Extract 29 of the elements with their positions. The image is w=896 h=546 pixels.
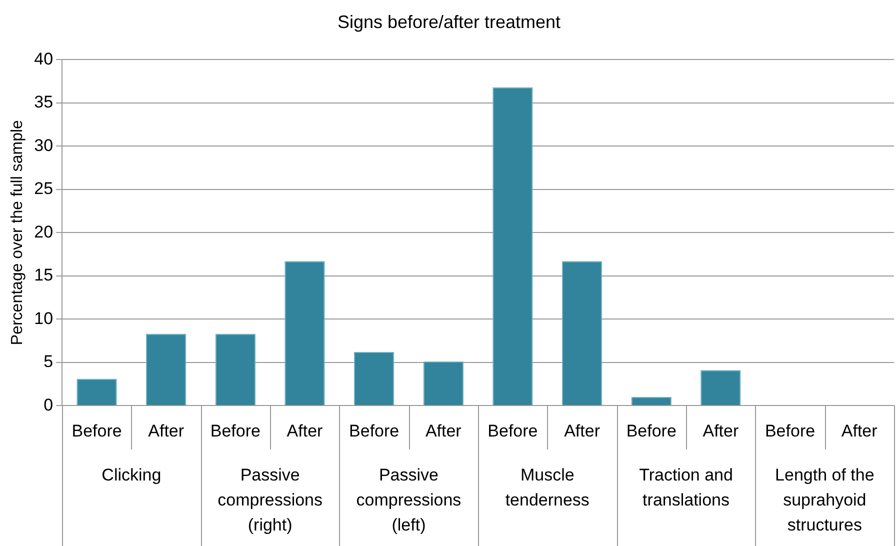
- x-tick-label: Before: [349, 421, 400, 440]
- y-tick-label: 5: [44, 352, 54, 372]
- y-tick-label: 25: [34, 179, 54, 198]
- y-tick-label: 30: [34, 136, 54, 155]
- text: Clicking: [102, 465, 162, 484]
- y-tick-label: 20: [34, 222, 54, 242]
- x-tick-label: After: [425, 421, 462, 440]
- x-tick-label: After: [148, 421, 184, 440]
- x-tick-label: Before: [764, 421, 816, 440]
- text: Passive compressions (right): [218, 465, 323, 534]
- text: Passive compressions (left): [356, 465, 462, 534]
- text: Length of the suprahyoid structures: [775, 465, 874, 534]
- x-tick-label: After: [841, 421, 878, 440]
- y-tick-label: 10: [34, 308, 54, 328]
- x-tick-label: After: [286, 421, 324, 440]
- text: Muscle tenderness: [505, 465, 590, 510]
- x-tick-label: Before: [488, 421, 538, 440]
- y-tick-label: 35: [34, 92, 54, 112]
- chart-title: Signs before/after treatment: [337, 12, 561, 32]
- x-tick-label: After: [702, 421, 739, 440]
- y-axis-title: Percentage over the full sample: [9, 120, 26, 346]
- x-tick-label: Before: [626, 421, 676, 440]
- y-tick-label: 15: [34, 266, 54, 285]
- text: Traction and translations: [639, 465, 733, 510]
- x-tick-label: After: [564, 421, 600, 440]
- x-tick-label: Before: [210, 421, 260, 440]
- y-tick-label: 0: [44, 395, 54, 414]
- x-tick-label: Before: [72, 421, 122, 440]
- y-tick-label: 40: [34, 49, 54, 68]
